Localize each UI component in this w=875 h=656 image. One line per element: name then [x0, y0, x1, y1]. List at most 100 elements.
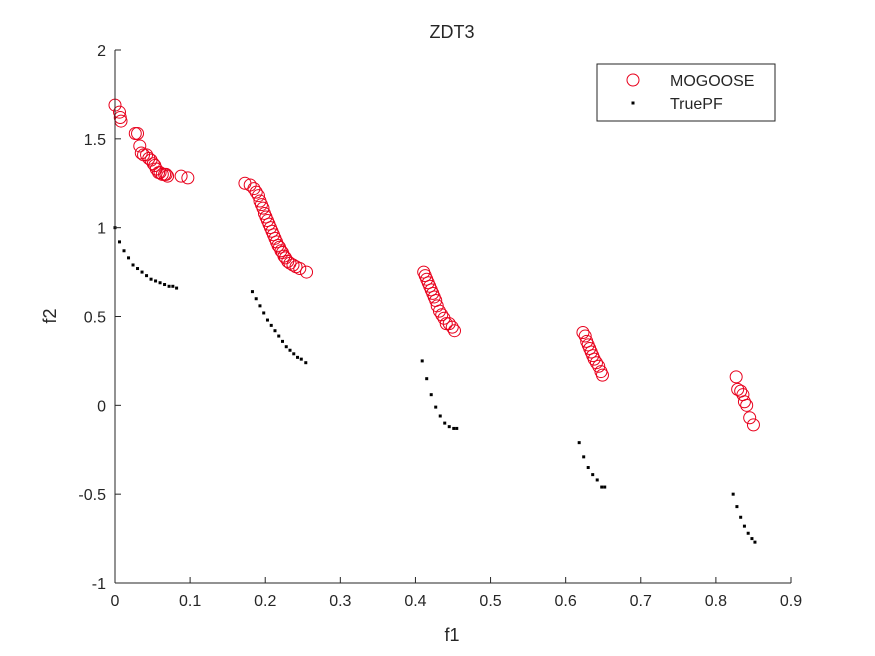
data-point — [429, 393, 433, 397]
data-point — [735, 505, 739, 509]
data-point — [420, 359, 424, 363]
data-point — [127, 256, 131, 260]
data-point — [167, 284, 171, 288]
data-point — [140, 270, 144, 274]
series-layer — [108, 98, 760, 544]
y-tick-label: -1 — [92, 576, 106, 593]
data-point — [258, 304, 262, 308]
x-tick-label: 0.9 — [780, 593, 802, 610]
y-tick-label: 1 — [97, 221, 106, 238]
plot-area — [108, 50, 791, 583]
y-axis-ticks: -1 -0.5 0 0.5 1 1.5 2 — [78, 43, 121, 593]
data-point — [437, 311, 451, 325]
data-point — [158, 281, 162, 285]
data-point — [753, 540, 757, 544]
y-tick-label: -0.5 — [78, 487, 106, 504]
data-point — [280, 339, 284, 343]
x-axis-ticks: 0 0.1 0.2 0.3 0.4 0.5 0.6 0.7 0.8 0.9 — [111, 577, 802, 610]
data-point — [247, 182, 261, 196]
data-point — [739, 515, 743, 519]
data-point — [159, 167, 173, 181]
data-point — [161, 169, 175, 183]
y-tick-label: 2 — [97, 43, 106, 60]
data-point — [256, 201, 270, 215]
data-point — [455, 426, 459, 430]
data-point — [292, 352, 296, 356]
data-point — [251, 189, 265, 203]
x-tick-label: 0.4 — [404, 593, 426, 610]
data-point — [265, 318, 269, 322]
data-point — [122, 249, 126, 253]
series-truepf — [113, 226, 757, 544]
data-point — [577, 441, 581, 445]
data-point — [299, 357, 303, 361]
data-point — [438, 414, 442, 418]
data-point — [269, 323, 273, 327]
data-point — [136, 267, 140, 271]
legend-label-mogoose: MOGOOSE — [670, 73, 754, 90]
x-tick-label: 0.3 — [329, 593, 351, 610]
data-point — [432, 304, 446, 318]
chart-title: ZDT3 — [430, 22, 475, 42]
data-point — [131, 127, 145, 141]
data-point — [434, 405, 438, 409]
data-point — [175, 286, 179, 290]
legend-marker-mogoose — [626, 73, 640, 87]
data-point — [445, 320, 459, 334]
data-point — [731, 492, 735, 496]
data-point — [293, 262, 307, 276]
data-point — [174, 169, 188, 183]
data-point — [171, 284, 175, 288]
data-point — [254, 297, 258, 301]
data-point — [149, 277, 153, 281]
data-point — [746, 418, 760, 432]
data-point — [296, 355, 300, 359]
y-axis-label: f2 — [40, 308, 60, 323]
data-point — [731, 382, 745, 396]
data-point — [576, 325, 590, 339]
data-point — [262, 311, 266, 315]
data-point — [595, 368, 609, 382]
x-tick-label: 0 — [111, 593, 120, 610]
data-point — [163, 283, 167, 287]
data-point — [288, 348, 292, 352]
data-point — [277, 334, 281, 338]
data-point — [113, 105, 127, 119]
data-point — [304, 361, 308, 365]
y-tick-label: 0 — [97, 398, 106, 415]
data-point — [742, 524, 746, 528]
data-point — [737, 395, 751, 409]
legend-marker-truepf — [631, 101, 635, 105]
data-point — [133, 139, 147, 153]
x-tick-label: 0.1 — [179, 593, 201, 610]
data-point — [430, 299, 444, 313]
data-point — [586, 466, 590, 470]
data-point — [740, 398, 754, 412]
x-tick-label: 0.5 — [479, 593, 501, 610]
data-point — [591, 473, 595, 477]
legend: MOGOOSE TruePF — [596, 63, 776, 122]
data-point — [743, 411, 757, 425]
legend-box — [596, 63, 776, 122]
data-point — [447, 425, 451, 429]
x-tick-label: 0.8 — [705, 593, 727, 610]
y-tick-label: 1.5 — [84, 132, 106, 149]
data-point — [746, 531, 750, 535]
data-point — [284, 345, 288, 349]
data-point — [442, 317, 456, 331]
x-tick-label: 0.2 — [254, 593, 276, 610]
data-point — [181, 171, 195, 185]
data-point — [273, 329, 277, 333]
legend-label-truepf: TruePF — [670, 96, 723, 113]
data-point — [145, 274, 149, 278]
data-point — [435, 308, 449, 322]
data-point — [600, 485, 604, 489]
data-point — [300, 265, 314, 279]
series-mogoose — [108, 98, 760, 432]
data-point — [603, 485, 607, 489]
plot-background — [115, 50, 791, 583]
data-point — [592, 359, 606, 373]
data-point — [595, 478, 599, 482]
data-point — [443, 421, 447, 425]
data-point — [249, 185, 263, 199]
